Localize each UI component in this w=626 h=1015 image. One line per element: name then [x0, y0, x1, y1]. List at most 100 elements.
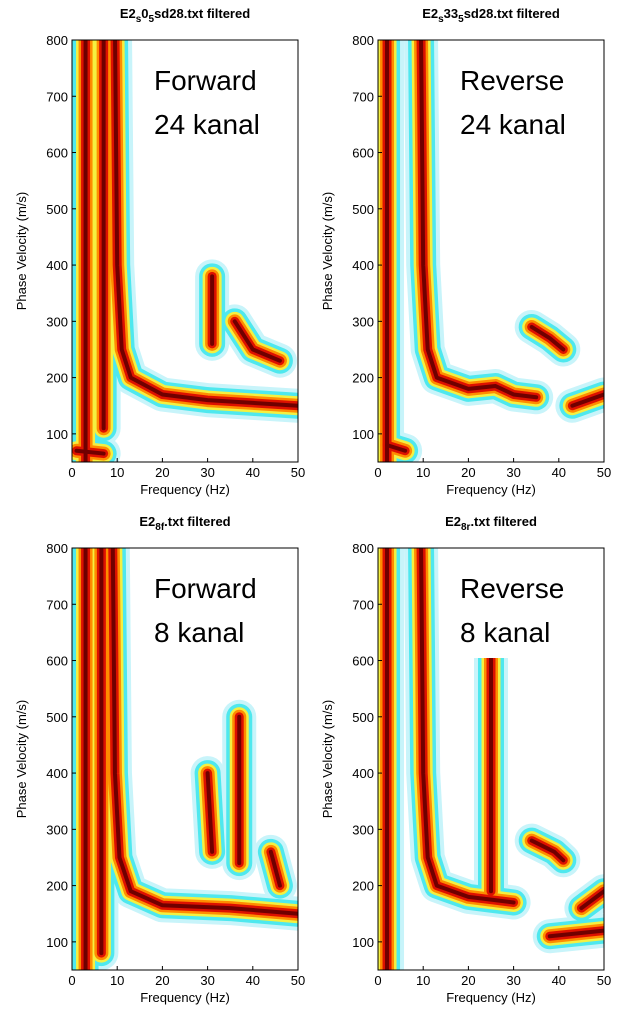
heat-band: [232, 319, 282, 363]
y-tick-label: 500: [46, 710, 68, 725]
y-axis-label: Phase Velocity (m/s): [14, 700, 29, 819]
heat-band: [419, 548, 516, 905]
heatmap: [378, 548, 604, 970]
heatmap: [378, 40, 604, 462]
y-tick-label: 800: [46, 541, 68, 556]
x-tick-label: 10: [110, 973, 124, 988]
y-tick-label: 700: [352, 597, 374, 612]
x-tick-label: 20: [155, 973, 169, 988]
chart-title: E28r.txt filtered: [445, 514, 537, 533]
annotation: Reverse: [460, 65, 564, 96]
title-part: .txt filtered: [470, 514, 537, 529]
title-part: E2: [422, 6, 438, 21]
x-tick-label: 50: [597, 973, 611, 988]
y-axis-label: Phase Velocity (m/s): [320, 700, 335, 819]
title-part: 33: [444, 6, 458, 21]
y-tick-label: 100: [352, 427, 374, 442]
title-subscript: 8r: [461, 522, 471, 533]
heat-band: [74, 448, 106, 456]
y-tick-label: 300: [46, 314, 68, 329]
y-tick-label: 500: [352, 202, 374, 217]
annotation: 8 kanal: [460, 617, 550, 648]
title-subscript: 5: [149, 14, 155, 25]
y-tick-label: 100: [46, 427, 68, 442]
title-part: sd28.txt filtered: [154, 6, 250, 21]
heat-band: [579, 889, 604, 911]
heat-band: [110, 548, 298, 916]
title-part: E2: [139, 514, 155, 529]
heatmap: [72, 40, 298, 462]
y-tick-label: 800: [46, 33, 68, 48]
y-tick-label: 100: [46, 935, 68, 950]
title-part: 0: [141, 6, 148, 21]
plot-frame: [71, 547, 299, 971]
y-tick-label: 800: [352, 33, 374, 48]
title-part: sd28.txt filtered: [464, 6, 560, 21]
y-tick-label: 300: [352, 314, 374, 329]
plot-frame: [377, 39, 605, 463]
heat-band: [205, 771, 215, 854]
heat-band: [570, 392, 604, 408]
x-tick-label: 0: [68, 465, 75, 480]
y-tick-label: 300: [46, 822, 68, 837]
heat-band: [547, 928, 604, 939]
y-tick-label: 200: [46, 879, 68, 894]
x-tick-label: 10: [110, 465, 124, 480]
chart-title: E28f.txt filtered: [139, 514, 230, 533]
y-tick-label: 400: [352, 766, 374, 781]
x-tick-label: 0: [68, 973, 75, 988]
y-tick-label: 700: [46, 89, 68, 104]
x-tick-label: 20: [155, 465, 169, 480]
y-tick-label: 200: [352, 371, 374, 386]
x-tick-label: 40: [552, 973, 566, 988]
title-part: E2: [120, 6, 136, 21]
plot-frame: [377, 547, 605, 971]
y-tick-label: 800: [352, 541, 374, 556]
title-part: E2: [445, 514, 461, 529]
annotation-box: [446, 55, 596, 150]
heat-band: [113, 40, 298, 408]
x-tick-label: 50: [597, 465, 611, 480]
y-tick-label: 600: [46, 654, 68, 669]
panel: Reverse 8 kanal E28r.txt filtered 0 10 20 30 40…: [320, 514, 611, 1005]
plot-frame: [71, 39, 299, 463]
chart-title: E2s335sd28.txt filtered: [422, 6, 560, 25]
y-tick-label: 400: [46, 258, 68, 273]
annotation: 8 kanal: [154, 617, 244, 648]
y-tick-label: 500: [46, 202, 68, 217]
x-tick-label: 0: [374, 465, 381, 480]
heatmap: [72, 548, 298, 970]
x-tick-label: 20: [461, 973, 475, 988]
heat-band: [529, 838, 566, 863]
annotation-box: [140, 55, 290, 150]
y-tick-label: 200: [352, 879, 374, 894]
annotation: Forward: [154, 65, 257, 96]
y-axis-label: Phase Velocity (m/s): [14, 192, 29, 311]
x-axis-label: Frequency (Hz): [446, 482, 536, 497]
y-tick-label: 500: [352, 710, 374, 725]
x-tick-label: 0: [374, 973, 381, 988]
x-axis-label: Frequency (Hz): [446, 990, 536, 1005]
y-tick-label: 600: [46, 146, 68, 161]
y-tick-label: 700: [46, 597, 68, 612]
title-part: .txt filtered: [164, 514, 231, 529]
x-tick-label: 20: [461, 465, 475, 480]
title-subscript: 5: [458, 14, 464, 25]
y-tick-label: 400: [46, 766, 68, 781]
x-tick-label: 50: [291, 973, 305, 988]
annotation: Forward: [154, 573, 257, 604]
panel: Reverse 24 kanal E2s335sd28.txt filtered 0 1…: [320, 6, 611, 497]
x-tick-label: 30: [200, 973, 214, 988]
heat-band: [529, 324, 566, 352]
panel: Forward 8 kanal E28f.txt filtered 0 10 20 30 40…: [14, 514, 305, 1005]
x-axis-label: Frequency (Hz): [140, 990, 230, 1005]
x-tick-label: 30: [200, 465, 214, 480]
x-tick-label: 50: [291, 465, 305, 480]
x-tick-label: 40: [246, 465, 260, 480]
x-tick-label: 30: [506, 465, 520, 480]
annotation: 24 kanal: [154, 109, 260, 140]
y-tick-label: 600: [352, 654, 374, 669]
